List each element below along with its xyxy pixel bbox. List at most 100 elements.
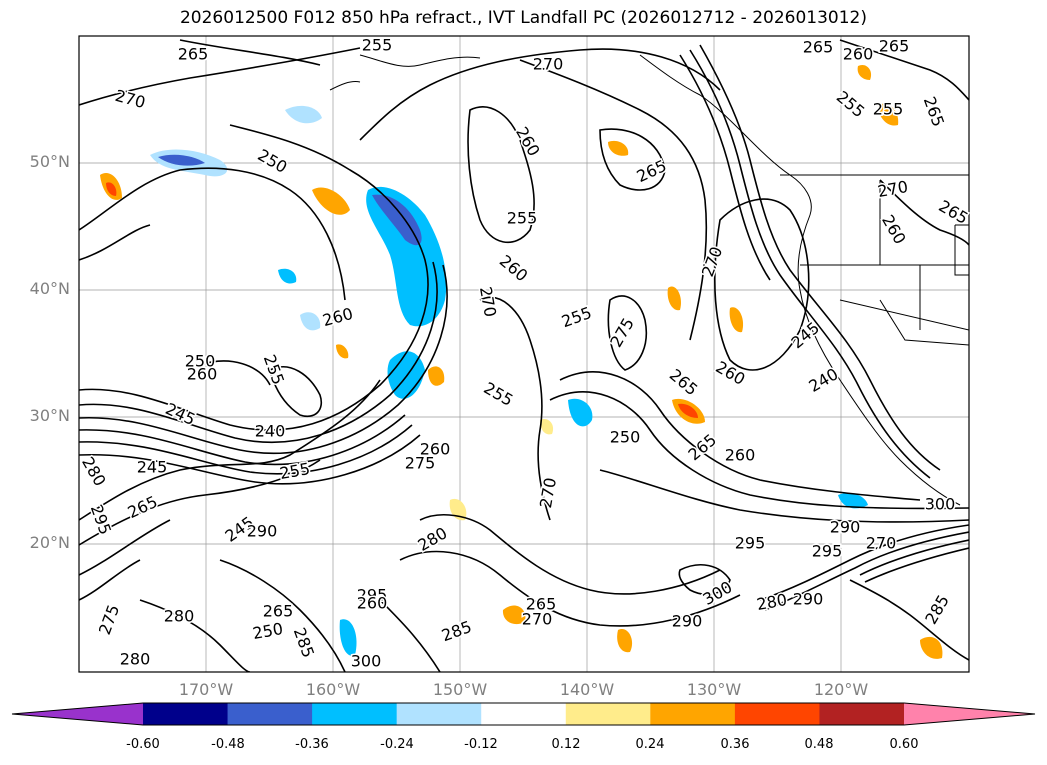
contour-label: 250 [255, 145, 291, 177]
longitude-label: 130°W [686, 680, 742, 699]
contour-label: 265 [936, 196, 972, 228]
colorbar-tick-label: -0.48 [211, 737, 245, 752]
contour-label: 295 [812, 542, 843, 561]
contour-label: 255 [481, 378, 517, 410]
colorbar-tick-label: -0.12 [464, 737, 498, 752]
contour-label: 265 [178, 45, 209, 64]
contour-label: 260 [878, 212, 910, 248]
contour-label: 270 [536, 476, 560, 509]
contour-label: 255 [507, 209, 538, 228]
shading-patches [100, 64, 943, 659]
contour-label: 265 [526, 595, 557, 614]
contour-label: 260 [843, 45, 874, 64]
contour-label: 265 [666, 365, 702, 399]
contour-label: 270 [522, 610, 553, 629]
longitude-label: 140°W [559, 680, 615, 699]
contour-label: 265 [920, 94, 948, 129]
contour-label: 255 [260, 352, 288, 387]
contour-label: 265 [125, 492, 161, 522]
longitude-label: 160°W [305, 680, 361, 699]
colorbar-tick-label: 0.60 [889, 737, 919, 752]
orange-patch [617, 629, 633, 653]
contour-label: 300 [925, 495, 956, 514]
contour-label: 265 [803, 38, 834, 57]
contour-label: 290 [247, 522, 278, 541]
contour-label: 255 [873, 100, 904, 119]
latitude-label: 40°N [29, 279, 70, 298]
contour-label: 295 [357, 586, 388, 605]
contour-label: 280 [415, 523, 451, 555]
contour-label: 260 [725, 446, 756, 465]
yellow-patch [857, 64, 872, 80]
contour-lines [79, 39, 969, 672]
blue-patch [285, 105, 322, 124]
contour-label: 270 [876, 177, 909, 201]
colorbar-tick-label: 0.48 [804, 737, 834, 752]
contour-label: 290 [793, 590, 824, 609]
contour-label: 290 [672, 612, 703, 631]
contour-label: 265 [685, 430, 721, 464]
orange-patch [920, 636, 943, 659]
contour-label: 270 [533, 55, 564, 74]
contour-label: 250 [610, 428, 641, 447]
contour-label: 275 [405, 454, 436, 473]
contour-label: 295 [87, 502, 115, 537]
blue-patch [372, 194, 422, 246]
colorbar-segment [312, 703, 398, 725]
colorbar-tick-label: 0.12 [551, 737, 581, 752]
contour-label: 280 [164, 607, 195, 626]
yellow-patch [336, 344, 349, 359]
coastlines [329, 54, 969, 506]
colorbar-segment [143, 703, 229, 725]
orange-patch [878, 103, 899, 126]
contour-label: 250 [185, 352, 216, 371]
colorbar-tick-label: -0.24 [380, 737, 414, 752]
colorbar [11, 702, 1036, 726]
colorbar-left-extend [12, 703, 143, 725]
graticule [79, 36, 969, 672]
orange-patch [608, 140, 629, 156]
contour-label: 245 [137, 458, 168, 477]
orange-patch [106, 182, 117, 196]
latitude-label: 20°N [29, 533, 70, 552]
contour-label: 270 [113, 86, 147, 112]
contour-label: 255 [833, 87, 869, 121]
latitude-label: 30°N [29, 406, 70, 425]
longitude-label: 120°W [813, 680, 869, 699]
contour-label: 265 [634, 156, 670, 186]
colorbar-tick-label: -0.36 [295, 737, 329, 752]
contour-label: 275 [95, 602, 123, 637]
colorbar-tick-label: 0.36 [720, 737, 750, 752]
colorbar-tick-label: 0.24 [635, 737, 665, 752]
contour-label: 240 [806, 364, 842, 396]
contour-label: 240 [255, 422, 286, 441]
longitude-label: 170°W [178, 680, 234, 699]
blue-patch [300, 312, 321, 331]
colorbar-segment [481, 703, 567, 725]
colorbar-segment [819, 703, 905, 725]
contour-label: 255 [278, 459, 311, 483]
contour-label: 285 [290, 625, 318, 660]
contour-label: 265 [263, 602, 294, 621]
figure-title: 2026012500 F012 850 hPa refract., IVT La… [179, 8, 867, 28]
contour-label: 250 [251, 619, 284, 643]
map-frame [78, 35, 970, 673]
latitude-label: 50°N [29, 152, 70, 171]
contour-label: 255 [362, 36, 393, 55]
orange-patch [729, 307, 744, 333]
colorbar-segment [396, 703, 482, 725]
colorbar-segment [565, 703, 651, 725]
contour-label: 265 [879, 37, 910, 56]
colorbar-outline [11, 702, 1036, 726]
blue-patch [278, 268, 297, 284]
colorbar-segment [734, 703, 820, 725]
blue-patch [838, 493, 868, 509]
contour-label: 280 [78, 454, 110, 490]
contour-label: 245 [788, 318, 824, 352]
contour-label: 295 [735, 534, 766, 553]
orange-patch [312, 187, 350, 215]
contour-label: 280 [755, 590, 788, 614]
contour-label: 270 [476, 285, 500, 318]
